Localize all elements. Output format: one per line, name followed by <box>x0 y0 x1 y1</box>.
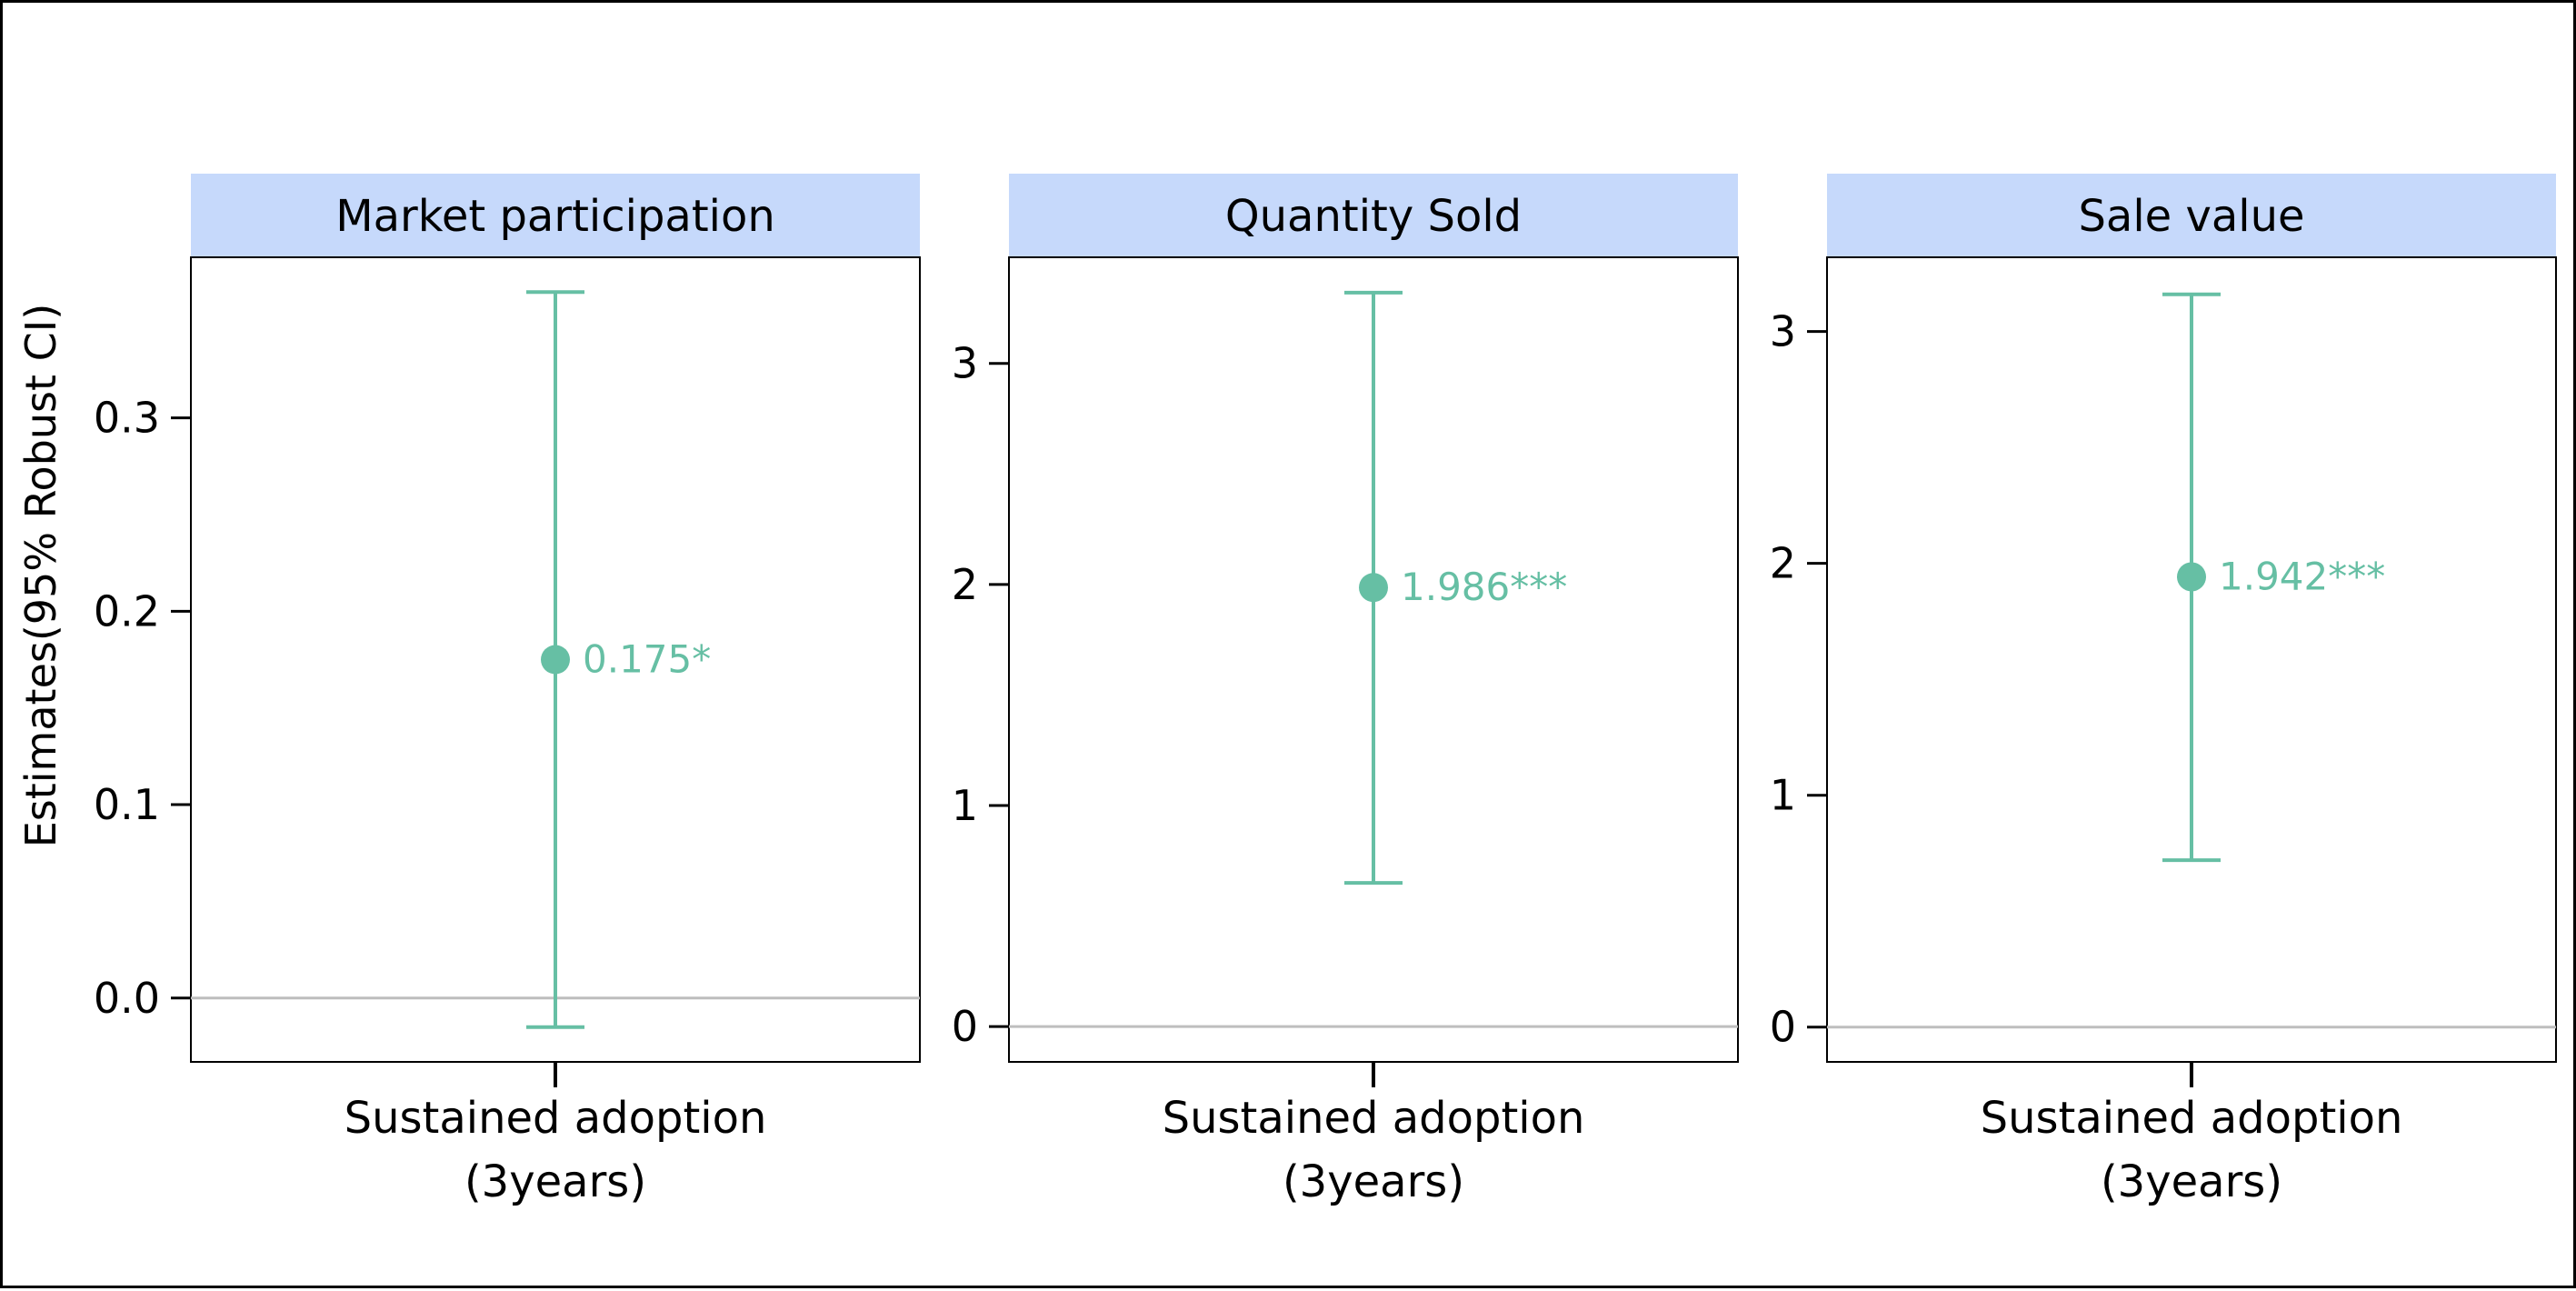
y-tick-label: 1 <box>1770 771 1796 820</box>
x-tick-label: Sustained adoption <box>1981 1093 2403 1144</box>
y-tick-label: 0.2 <box>94 586 160 635</box>
y-tick-label: 0 <box>952 1002 978 1051</box>
y-axis-label: Estimates(95% Robust CI) <box>16 304 65 848</box>
x-tick-label: (3years) <box>464 1156 646 1207</box>
y-tick-label: 0.1 <box>94 780 160 829</box>
y-tick-label: 2 <box>1770 539 1796 588</box>
x-tick-label: Sustained adoption <box>1163 1093 1585 1144</box>
panel-title: Market participation <box>335 191 775 242</box>
y-tick-label: 1 <box>952 781 978 830</box>
facet-panel-1: Market participation 0.0 0.1 0.2 0.3 Sustaine… <box>94 174 921 1207</box>
y-tick-label: 0.0 <box>94 974 160 1023</box>
y-tick-label: 0.3 <box>94 394 160 443</box>
estimate-label: 1.986*** <box>1401 565 1567 609</box>
x-tick-label: (3years) <box>1283 1156 1464 1207</box>
y-tick-label: 0 <box>1770 1003 1796 1052</box>
x-tick-label: Sustained adoption <box>344 1093 767 1144</box>
x-tick-label: (3years) <box>2101 1156 2282 1207</box>
panel-strip <box>1009 174 1738 257</box>
estimate-label: 1.942*** <box>2219 554 2385 598</box>
y-tick-label: 3 <box>1770 307 1796 356</box>
facet-panel-3: Sale value 0 1 2 3 Sustained adoption (3years)… <box>1770 174 2557 1207</box>
point-estimate <box>541 645 570 675</box>
y-tick-label: 2 <box>952 560 978 609</box>
coefficient-plot: Estimates(95% Robust CI) Market particip… <box>16 174 2557 1207</box>
point-estimate <box>1359 573 1388 603</box>
panel-strip <box>1827 174 2556 257</box>
panel-strip <box>191 174 920 257</box>
y-tick-label: 3 <box>952 339 978 388</box>
facet-panel-2: Quantity Sold 0 1 2 3 Sustained adoption (3yea… <box>952 174 1739 1207</box>
estimate-label: 0.175* <box>583 637 711 682</box>
point-estimate <box>2177 562 2206 592</box>
panel-title: Quantity Sold <box>1225 191 1522 242</box>
panel-title: Sale value <box>2078 191 2304 242</box>
